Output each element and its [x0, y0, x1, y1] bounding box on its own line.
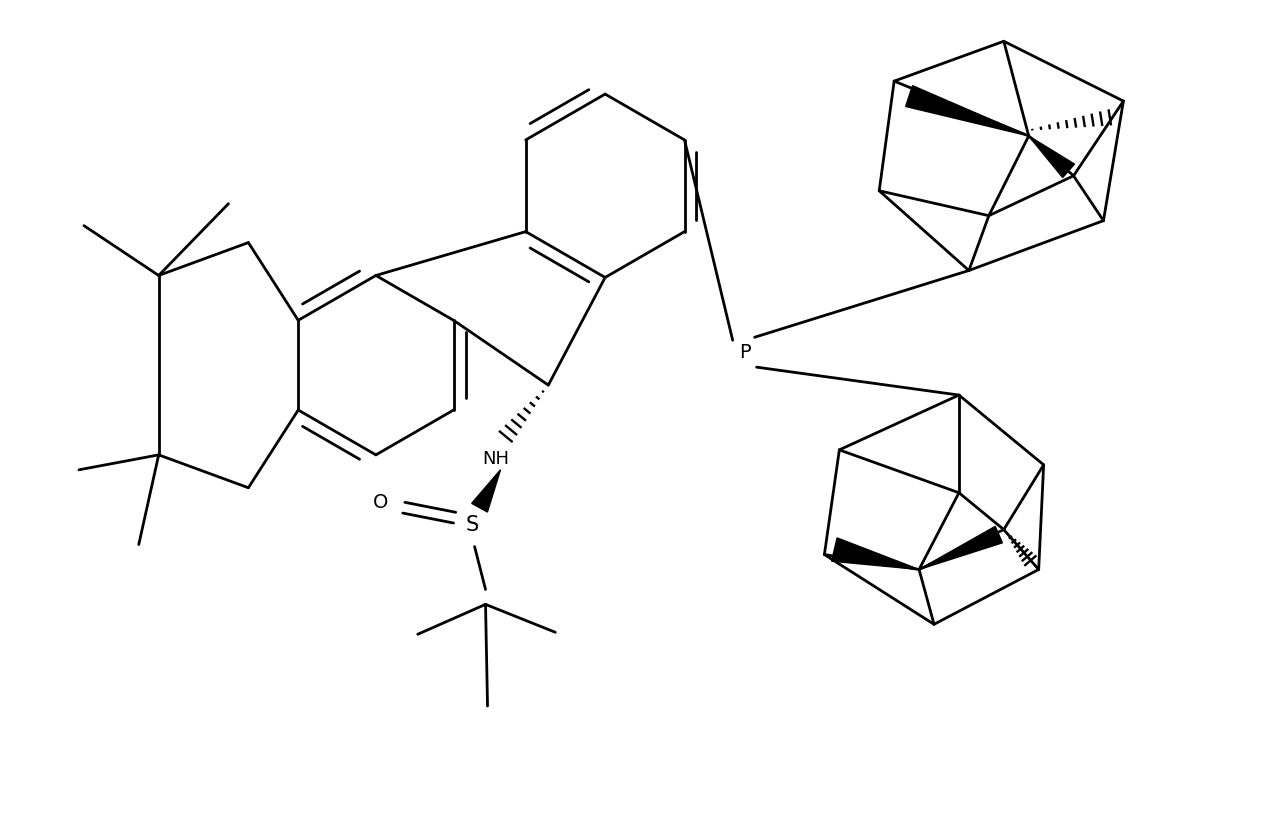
Polygon shape: [905, 85, 1029, 136]
Text: NH: NH: [482, 450, 509, 468]
Text: S: S: [466, 515, 479, 535]
Polygon shape: [832, 538, 920, 569]
Polygon shape: [920, 526, 1002, 569]
Polygon shape: [471, 470, 501, 512]
Text: O: O: [374, 493, 389, 512]
Polygon shape: [1029, 136, 1074, 178]
Text: P: P: [739, 343, 751, 362]
